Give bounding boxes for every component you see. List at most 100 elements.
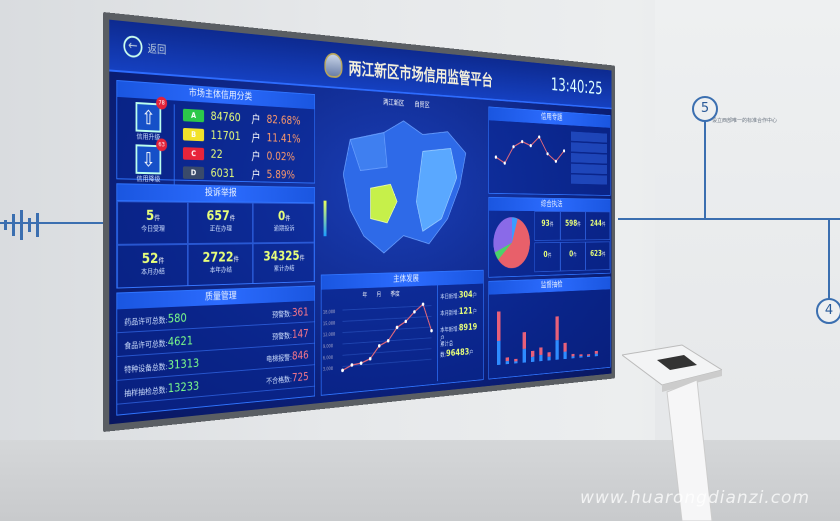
growth-stat-value: 96483: [446, 346, 469, 359]
complaint-stat[interactable]: 657件 正在办理: [188, 202, 254, 244]
credit-topic-line-chart: [489, 120, 567, 190]
wall-caption: 设立西部唯一的标准合作中心: [712, 118, 822, 125]
inspection-bar: [564, 352, 567, 360]
stat-value: 0: [278, 209, 285, 224]
inspection-bar: [539, 347, 542, 355]
inspection-bar: [497, 341, 500, 365]
grade-badge: A: [183, 108, 204, 122]
panel-title: 综合执法: [489, 198, 610, 212]
stat-unit: 件: [602, 221, 606, 227]
inspection-bar: [571, 354, 574, 357]
growth-period-option[interactable]: 月: [377, 290, 382, 299]
stat-label: 正在办理: [188, 224, 252, 234]
enforcement-stat[interactable]: 623件: [586, 241, 610, 270]
grade-percent: 11.41%: [267, 131, 301, 145]
credit-panel: 市场主体信用分类 ⇧ 78 信用升级 ⇩ 63 信用降级 A 84760 户 82.68%…: [116, 80, 315, 184]
growth-stat-label: 本年新增:: [440, 326, 459, 334]
growth-period-option[interactable]: 季度: [390, 289, 399, 298]
y-tick-label: 18,000: [323, 309, 335, 315]
inspection-bar: [497, 311, 500, 341]
y-tick-label: 15,000: [323, 321, 335, 327]
quality-value: 31313: [168, 356, 199, 372]
stat-unit: 件: [154, 214, 160, 222]
quality-value: 4621: [168, 333, 193, 348]
credit-grade-row: D 6031 户 5.89%: [183, 162, 310, 184]
title-text: 两江新区市场信用监管平台: [348, 55, 492, 90]
quality-left: 抽样抽检总数:13233: [124, 379, 199, 399]
inspection-bar: [571, 356, 574, 358]
growth-point: [341, 368, 344, 372]
complaint-stat[interactable]: 0件 逾期投诉: [253, 203, 314, 244]
map-region-liangjiang: [416, 147, 456, 231]
complaint-stat[interactable]: 5件 今日受理: [117, 201, 187, 245]
grade-percent: 0.02%: [267, 149, 295, 163]
quality-right: 预警数:361: [272, 305, 308, 320]
credit-topic-panel: 信用专题: [488, 106, 610, 195]
topic-list: [571, 130, 607, 186]
complaint-stat[interactable]: 34325件 累计办结: [253, 243, 314, 284]
stat-value: 34325: [263, 249, 299, 264]
stat-label: 逾期投诉: [254, 224, 314, 233]
grade-percent: 5.89%: [267, 168, 295, 181]
inspection-bar: [539, 355, 542, 361]
warning-label: 预警数:: [272, 331, 292, 340]
stat-label: 今日受理: [118, 224, 187, 234]
police-badge-icon: [325, 52, 343, 78]
stat-unit: 件: [300, 254, 305, 261]
enforcement-stat[interactable]: 93件: [534, 211, 560, 241]
credit-downgrade-button[interactable]: ⇩ 63: [136, 144, 162, 174]
growth-period-option[interactable]: 年: [362, 291, 367, 300]
stat-value: 52: [142, 251, 159, 267]
growth-point: [413, 310, 416, 314]
enforcement-stat[interactable]: 598件: [560, 211, 585, 240]
inspection-bar: [547, 357, 550, 361]
grade-unit: 户: [251, 110, 260, 126]
grade-percent: 82.68%: [267, 113, 301, 128]
gridline: [343, 359, 432, 366]
inspection-bar: [506, 357, 509, 361]
quality-value: 13233: [168, 379, 199, 395]
quality-label: 食品许可总数:: [124, 339, 167, 351]
growth-stat-unit: 户: [473, 308, 477, 315]
stat-value: 93: [541, 218, 549, 228]
grade-count: 84760: [211, 109, 246, 124]
enforcement-stat[interactable]: 0件: [534, 242, 560, 272]
quality-right: 预警数:147: [272, 327, 308, 342]
warning-label: 预警数:: [272, 309, 292, 318]
arrow-left-icon: ←: [123, 35, 142, 58]
enforcement-panel: 综合执法 93件 598件 244件 0件 0件 623件: [488, 197, 610, 278]
wall-line: [704, 120, 706, 218]
inspection-bar: [556, 340, 559, 360]
stat-value: 623: [590, 248, 602, 258]
quality-value: 580: [168, 311, 187, 325]
dashboard: ← 返回 两江新区市场信用监管平台 13:40:25 市场主体信用分类 ⇧ 78 信…: [109, 20, 611, 425]
enforcement-stat[interactable]: 0件: [560, 242, 585, 272]
y-tick-label: 12,000: [323, 332, 335, 338]
complaint-stat[interactable]: 2722件 本年办结: [188, 243, 254, 286]
stat-unit: 件: [577, 221, 581, 227]
back-button[interactable]: ← 返回: [123, 35, 166, 60]
warning-label: 不合格数:: [266, 375, 292, 385]
stat-value-line: 2722件: [188, 250, 252, 266]
growth-point: [387, 339, 390, 343]
inspection-bar-chart: [489, 289, 610, 375]
topic-point: [521, 140, 523, 143]
stat-value-line: 0件: [561, 249, 585, 259]
complaint-stat[interactable]: 52件 本月办结: [117, 244, 187, 288]
map-scale-bar: [324, 201, 327, 237]
enforcement-stat[interactable]: 244件: [586, 211, 610, 240]
stat-value-line: 5件: [118, 208, 187, 224]
topic-point: [546, 152, 548, 155]
inspection-bar: [531, 351, 534, 357]
grade-count: 22: [211, 147, 246, 161]
warning-value: 147: [292, 327, 309, 341]
wall-logo-icon: [4, 210, 39, 240]
grade-count: 11701: [211, 128, 246, 143]
stat-value-line: 0件: [535, 249, 560, 260]
quality-left: 食品许可总数:4621: [124, 333, 193, 351]
map-area: 两江新区 自贸区: [322, 93, 483, 271]
y-tick-label: 9,000: [323, 344, 333, 350]
stat-value-line: 93件: [535, 218, 560, 228]
credit-upgrade-button[interactable]: ⇧ 78: [136, 102, 162, 133]
enforcement-pie-chart: [489, 211, 534, 276]
